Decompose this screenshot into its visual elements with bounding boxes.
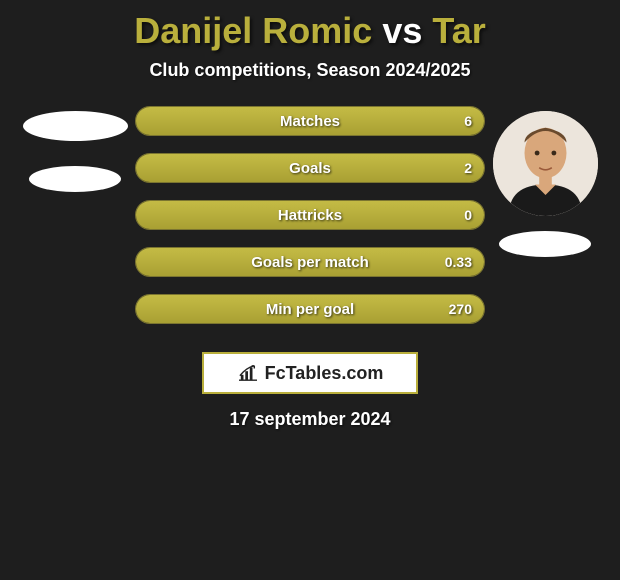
stat-row: Goals 2: [135, 153, 485, 183]
stat-name: Goals: [289, 160, 331, 177]
stat-value-right: 6: [464, 113, 472, 129]
right-player-column: [485, 106, 605, 282]
logo-text: FcTables.com: [265, 363, 384, 384]
title-player2: Tar: [432, 10, 485, 51]
title-player1: Danijel Romic: [134, 10, 372, 51]
stat-name: Min per goal: [266, 301, 354, 318]
stat-value-right: 270: [449, 301, 472, 317]
bar-chart-icon: [237, 364, 259, 382]
subtitle: Club competitions, Season 2024/2025: [5, 60, 615, 81]
stat-value-right: 2: [464, 160, 472, 176]
stat-row: Hattricks 0: [135, 200, 485, 230]
comparison-card: Danijel Romic vs Tar Club competitions, …: [0, 0, 620, 430]
fctables-logo[interactable]: FcTables.com: [202, 352, 418, 394]
stat-row: Min per goal 270: [135, 294, 485, 324]
left-player-club-placeholder: [29, 166, 121, 192]
person-icon: [493, 111, 598, 216]
right-player-club-placeholder: [499, 231, 591, 257]
stat-name: Hattricks: [278, 207, 342, 224]
stat-value-right: 0.33: [445, 254, 472, 270]
stat-row: Matches 6: [135, 106, 485, 136]
left-player-column: [15, 106, 135, 217]
left-player-avatar-placeholder: [23, 111, 128, 141]
stat-name: Goals per match: [251, 254, 369, 271]
stat-value-right: 0: [464, 207, 472, 223]
stat-row: Goals per match 0.33: [135, 247, 485, 277]
main-row: Matches 6 Goals 2 Hattricks 0 Goals per match 0…: [5, 106, 615, 324]
right-player-avatar: [493, 111, 598, 216]
page-title: Danijel Romic vs Tar: [5, 10, 615, 52]
title-vs: vs: [382, 10, 422, 51]
generated-date: 17 september 2024: [5, 409, 615, 430]
stat-name: Matches: [280, 113, 340, 130]
stats-list: Matches 6 Goals 2 Hattricks 0 Goals per match 0…: [135, 106, 485, 324]
